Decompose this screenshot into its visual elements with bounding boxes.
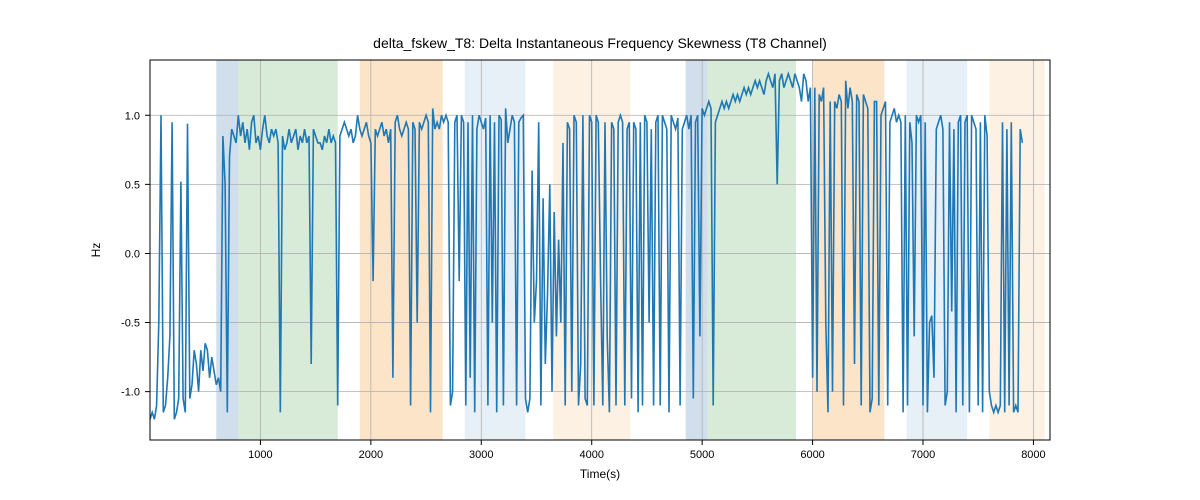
x-tick-label: 1000 bbox=[248, 449, 272, 461]
y-axis-label: Hz bbox=[89, 243, 103, 258]
x-axis-label: Time(s) bbox=[580, 467, 620, 481]
x-tick-label: 6000 bbox=[800, 449, 824, 461]
x-tick-label: 5000 bbox=[690, 449, 714, 461]
y-tick-label: 1.0 bbox=[125, 110, 140, 122]
y-tick-label: -0.5 bbox=[121, 318, 140, 330]
shaded-region bbox=[708, 60, 796, 440]
y-tick-label: -1.0 bbox=[121, 387, 140, 399]
x-tick-label: 4000 bbox=[579, 449, 603, 461]
chart-svg: 1000 2000 3000 4000 5000 6000 7000 8000 -1.0 -0.5… bbox=[0, 0, 1200, 500]
y-tick-label: 0.0 bbox=[125, 248, 140, 260]
x-tick-label: 7000 bbox=[911, 449, 935, 461]
chart-container: 1000 2000 3000 4000 5000 6000 7000 8000 -1.0 -0.5… bbox=[0, 0, 1200, 500]
y-tick-label: 0.5 bbox=[125, 179, 140, 191]
x-tick-label: 2000 bbox=[359, 449, 383, 461]
shaded-region bbox=[989, 60, 1044, 440]
x-tick-label: 8000 bbox=[1021, 449, 1045, 461]
chart-title: delta_fskew_T8: Delta Instantaneous Freq… bbox=[373, 35, 827, 51]
x-tick-label: 3000 bbox=[469, 449, 493, 461]
